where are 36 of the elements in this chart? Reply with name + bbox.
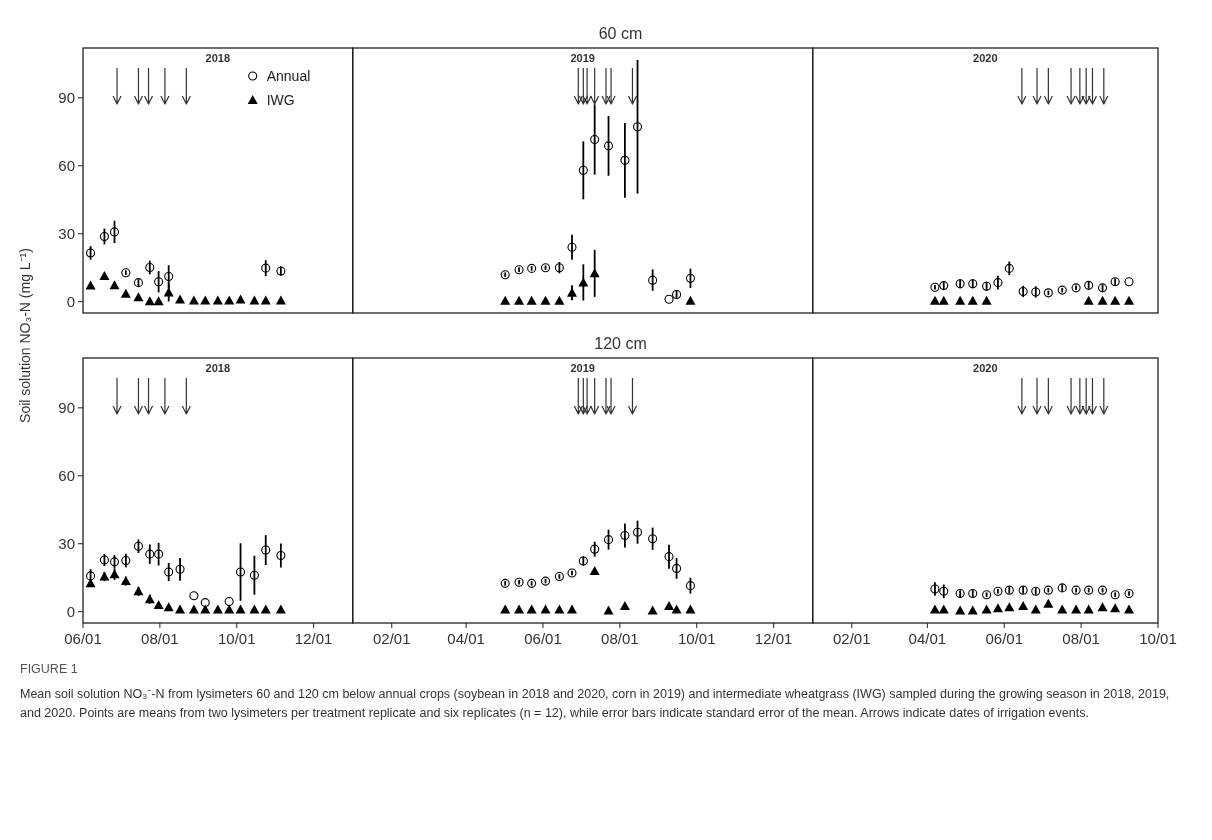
x-tick-label: 10/01 [217, 630, 256, 647]
x-tick-label: 06/01 [524, 630, 562, 647]
x-tick-label: 10/01 [1139, 630, 1177, 647]
y-tick-label: 0 [66, 292, 75, 310]
y-tick-label: 90 [58, 399, 75, 417]
x-tick-label: 10/01 [677, 630, 716, 647]
chart-subtitle: 2019 [570, 52, 595, 64]
y-axis-title: Soil solution NO₃-N (mg L⁻¹) [17, 248, 33, 423]
x-tick-label: 06/01 [985, 630, 1024, 647]
y-tick-label: 60 [58, 467, 75, 485]
x-tick-label: 04/01 [447, 630, 485, 647]
x-tick-label: 12/01 [294, 630, 333, 647]
legend-label: IWG [266, 91, 295, 108]
y-tick-label: 30 [58, 534, 75, 552]
y-tick-label: 90 [58, 89, 75, 107]
x-tick-label: 04/01 [908, 630, 947, 647]
caption: FIGURE 1 [20, 662, 78, 676]
x-tick-label: 02/01 [372, 630, 411, 647]
x-tick-label: 12/01 [754, 630, 793, 647]
chart-title: 120 cm [594, 335, 647, 352]
chart-subtitle: 2018 [205, 52, 231, 64]
text: Mean soil solution NO₃⁻-N from lysimeters 60 and 120 cm below annual crops (soybean in 2018 and 2020, corn in 2019) and intermediate wheatgrass (IWG) sampled during the growing season in 2018, 2019, and 2020. Points are means from two lysimeters per treatment replicate and six replicates (n = 12), while error bars indicate standard error of the mean. Arrows indicate dates of irrigation events. [20, 687, 1170, 720]
y-tick-label: 30 [58, 224, 75, 242]
x-tick-label: 08/01 [1062, 630, 1100, 647]
chart-subtitle: 2020 [973, 362, 998, 374]
chart-subtitle: 2019 [570, 362, 595, 374]
chart-title: 60 cm [598, 25, 643, 42]
chart-subtitle: 2020 [973, 52, 998, 64]
chart-subtitle: 2018 [205, 362, 231, 374]
y-tick-label: 60 [58, 157, 75, 175]
legend-label: Annual [266, 67, 311, 84]
y-tick-label: 0 [66, 602, 75, 620]
x-tick-label: 02/01 [832, 630, 871, 647]
x-tick-label: 06/01 [64, 630, 102, 647]
x-tick-label: 08/01 [141, 630, 179, 647]
x-tick-label: 08/01 [601, 630, 639, 647]
